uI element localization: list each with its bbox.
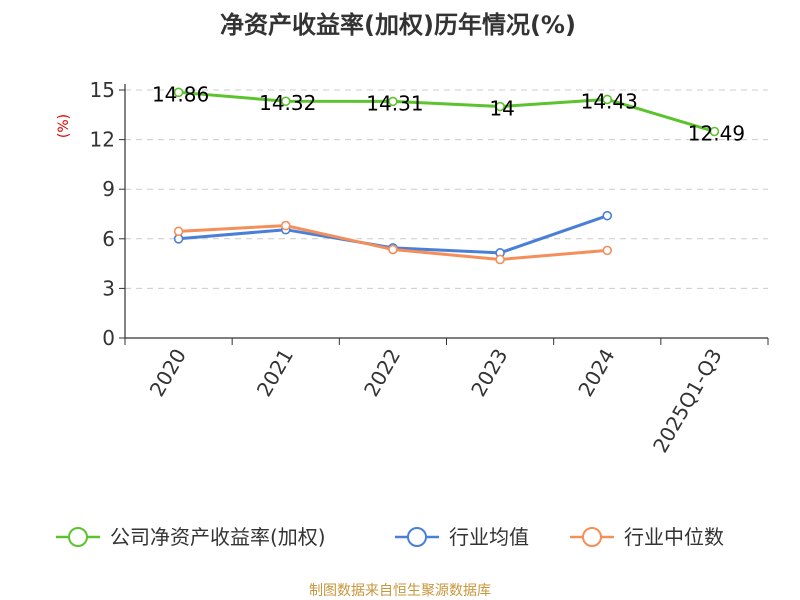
y-tick-label: 0 (102, 326, 115, 350)
series-2-point (388, 244, 398, 255)
series-line-0 (178, 90, 715, 133)
legend-label-1: 行业均值 (449, 525, 529, 549)
legend-marker-2 (582, 527, 602, 547)
x-tick-label: 2024 (573, 345, 619, 401)
grid-lines (125, 89, 768, 289)
series-0-point (173, 87, 184, 98)
source-note: 制图数据来自恒生聚源数据库 (309, 583, 491, 599)
legend-label-2: 行业中位数 (624, 525, 724, 549)
legend-marker-1 (407, 527, 427, 547)
data-labels: 14.86 14.32 14.31 14 14.43 12.49 (152, 82, 745, 145)
axes: 0 3 6 9 12 15 2020 2021 2022 2023 2024 2025Q1-Q3 (90, 78, 769, 457)
x-tick-label: 2021 (252, 345, 298, 401)
series-0-point (602, 94, 613, 105)
data-label: 14.43 (581, 89, 638, 113)
legend-marker-0 (68, 527, 88, 547)
series-2-point (280, 220, 291, 231)
y-tick-label: 6 (102, 227, 115, 251)
series-lines (173, 87, 720, 265)
x-tick-label: 2025Q1-Q3 (648, 345, 727, 457)
y-tick-label: 3 (102, 276, 115, 300)
data-label: 14.31 (366, 91, 423, 115)
series-0-point (388, 96, 398, 107)
data-label: 12.49 (688, 121, 745, 145)
series-line-2 (178, 224, 608, 261)
series-0-point (709, 126, 720, 137)
x-tick-label: 2022 (359, 345, 405, 401)
y-tick-label: 15 (90, 78, 115, 102)
x-tick-label: 2020 (145, 345, 191, 401)
series-2-point (602, 245, 613, 256)
series-0-point (280, 96, 291, 107)
legend-label-0: 公司净资产收益率(加权) (110, 525, 326, 549)
chart-title: 净资产收益率(加权)历年情况(%) (220, 11, 576, 39)
series-1-point (602, 210, 613, 221)
series-2-point (495, 254, 505, 265)
y-axis-label: (%) (56, 114, 72, 138)
series-2-point (173, 226, 184, 237)
legend: 公司净资产收益率(加权) 行业均值 行业中位数 (56, 525, 724, 549)
x-tick-label: 2023 (466, 345, 512, 401)
y-tick-label: 12 (90, 128, 115, 152)
series-0-point (495, 101, 505, 112)
y-tick-label: 9 (102, 177, 115, 201)
data-label: 14.86 (152, 82, 209, 106)
data-label: 14.32 (259, 91, 316, 115)
data-label: 14 (489, 97, 514, 121)
